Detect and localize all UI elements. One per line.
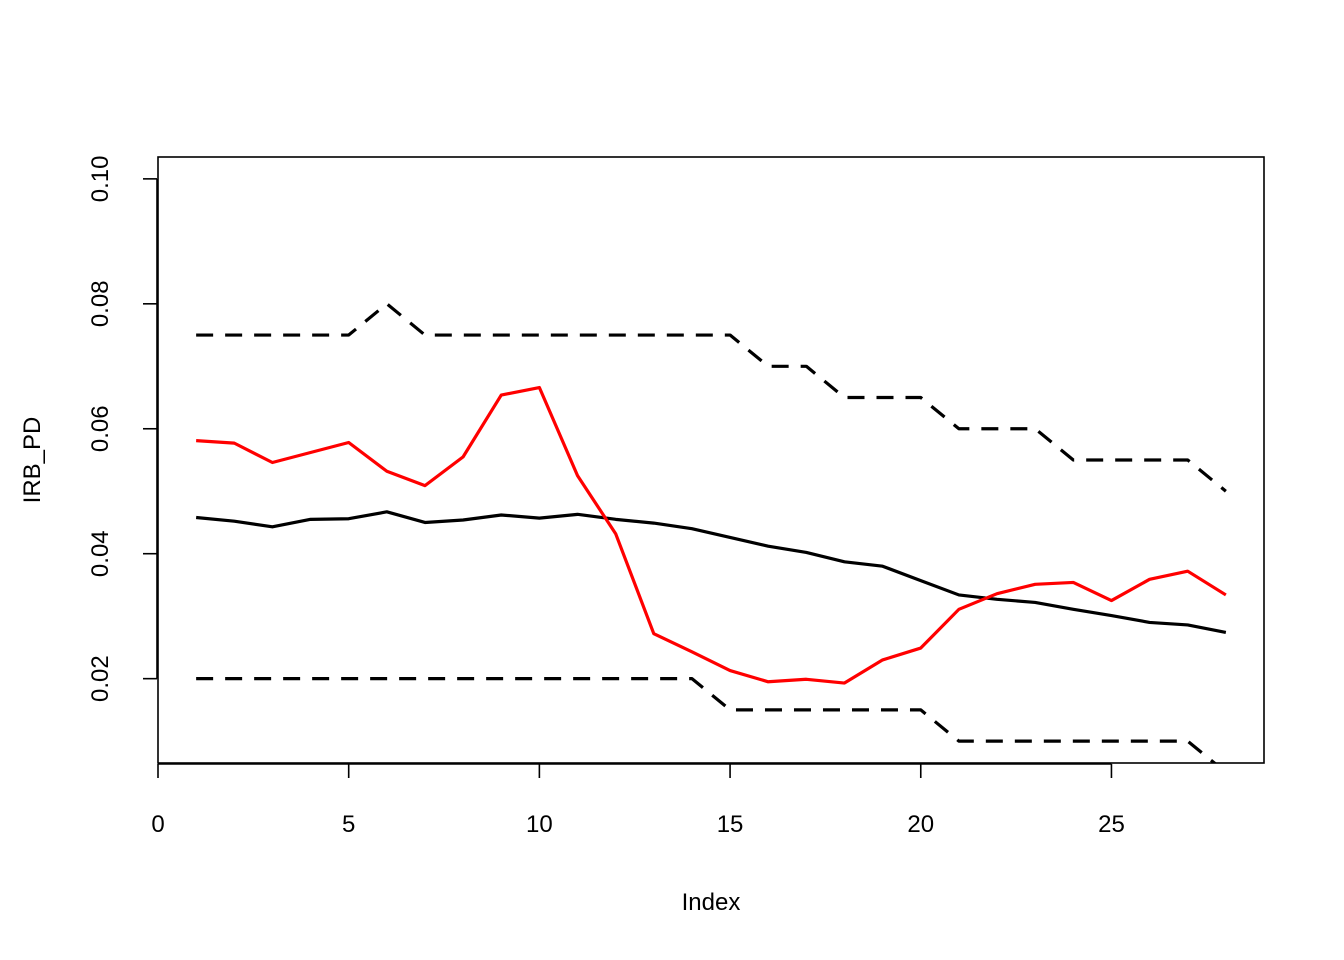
series-line-1 (195, 510, 1227, 634)
plot-frame (157, 156, 1265, 764)
y-axis: 0.02 0.04 0.06 0.08 0.10 (87, 156, 158, 702)
y-tick-label: 0.10 (87, 156, 114, 203)
x-tick-label: 20 (907, 811, 934, 838)
x-tick-label: 15 (717, 811, 744, 838)
series-line-2 (196, 385, 1227, 685)
x-tick-label: 25 (1098, 811, 1125, 838)
y-axis-label: IRB_PD (19, 417, 46, 504)
x-tick-label: 10 (526, 811, 553, 838)
y-tick-label: 0.06 (87, 405, 114, 452)
y-tick-label: 0.04 (87, 530, 114, 577)
x-tick-label: 5 (342, 811, 355, 838)
series-line-3 (196, 302, 1227, 493)
series-layer (195, 302, 1227, 763)
y-tick-label: 0.08 (87, 280, 114, 327)
x-axis: 0 5 10 15 20 25 (151, 763, 1125, 838)
y-tick-label: 0.02 (87, 655, 114, 702)
series-line-4 (196, 677, 1217, 763)
x-axis-label: Index (682, 889, 741, 916)
x-tick-label: 0 (151, 811, 164, 838)
